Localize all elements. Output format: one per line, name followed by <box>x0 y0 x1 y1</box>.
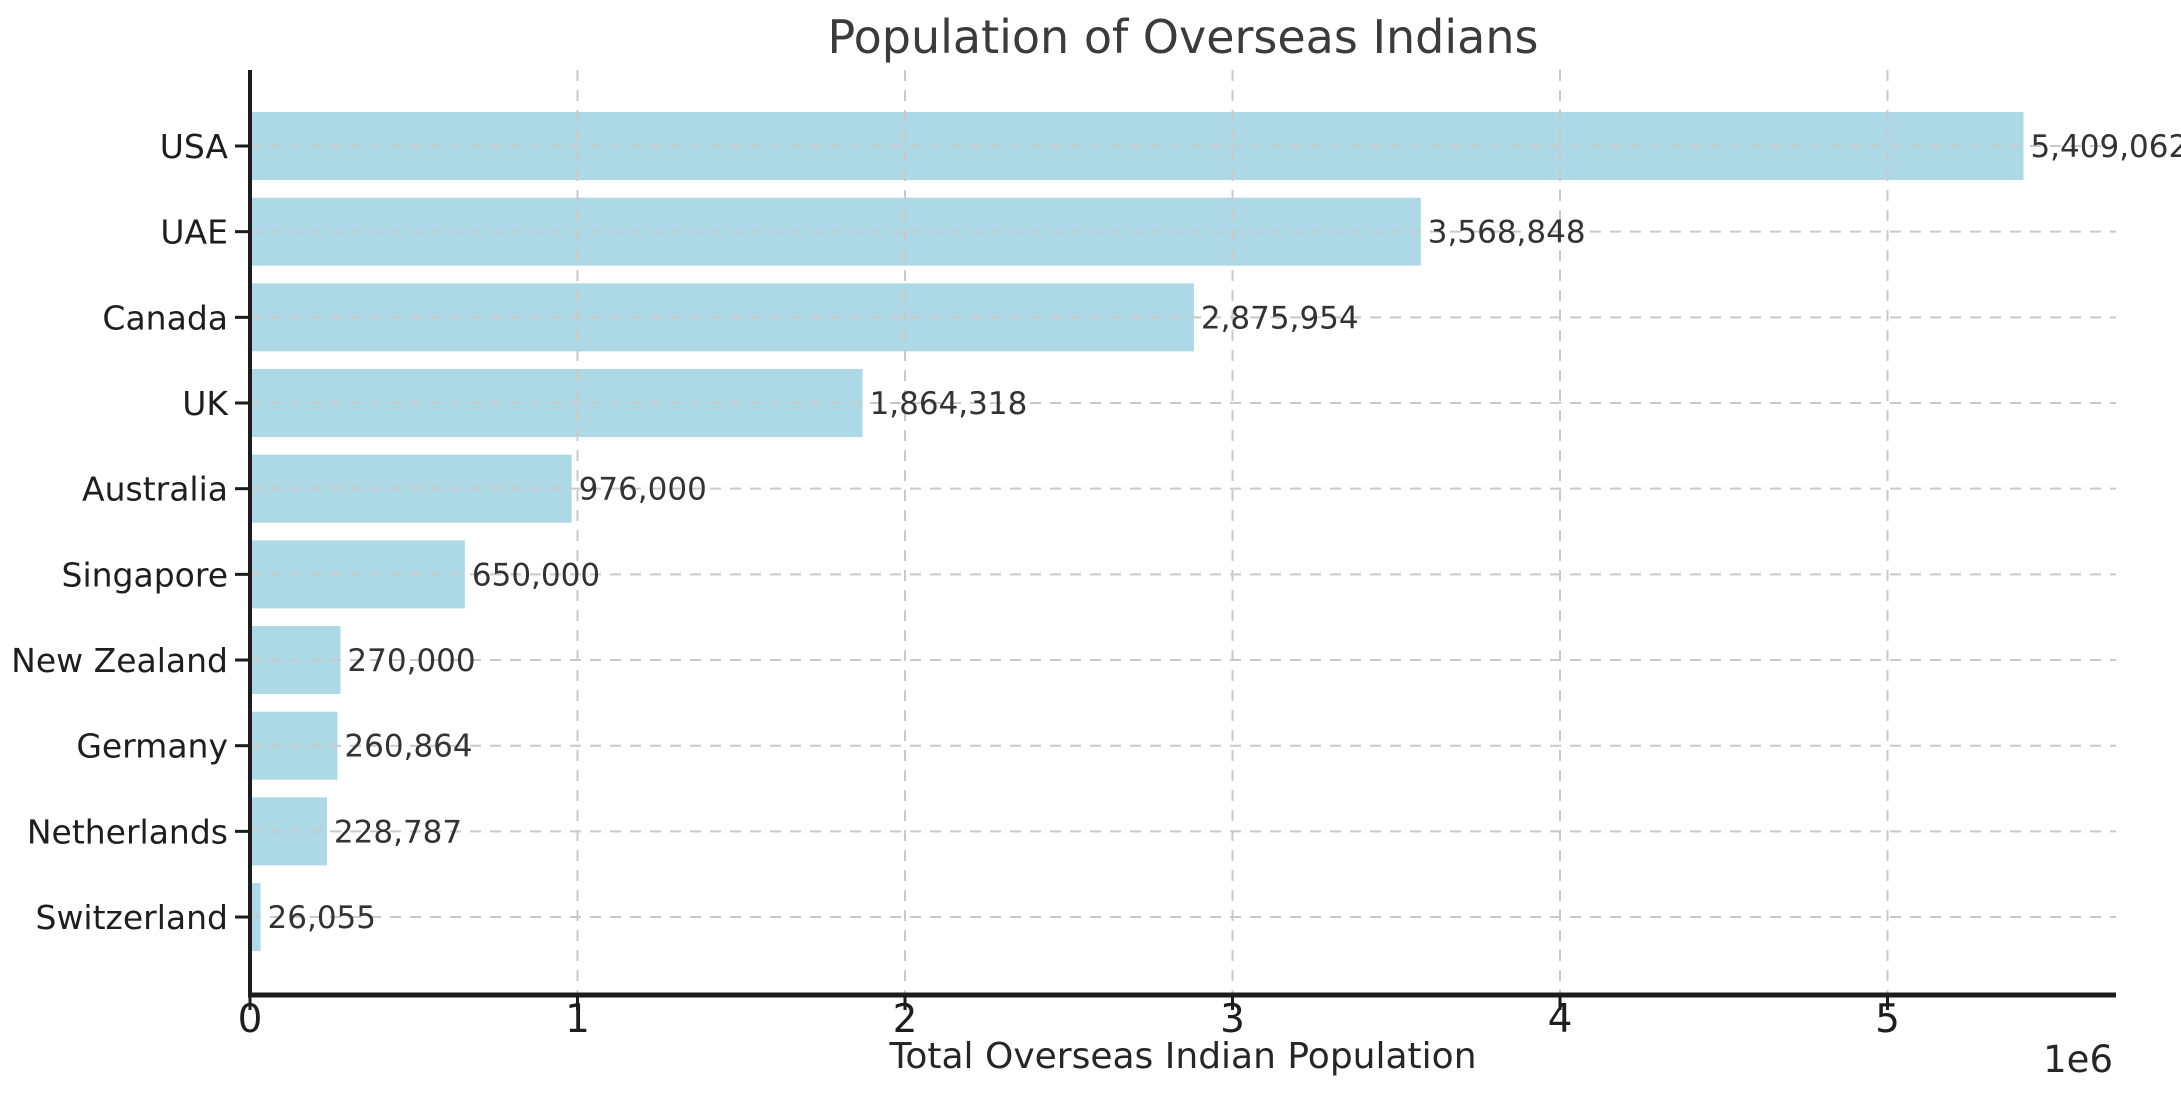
value-label-uk: 1,864,318 <box>870 386 1028 422</box>
y-tick-label-canada: Canada <box>102 298 228 337</box>
y-tick-label-netherlands: Netherlands <box>27 812 228 851</box>
value-label-usa: 5,409,062 <box>2030 129 2181 165</box>
x-tick-label-0: 0 <box>238 997 263 1042</box>
x-axis-label: Total Overseas Indian Population <box>889 1036 1477 1077</box>
x-tick-label-2: 2 <box>893 997 918 1042</box>
chart-title: Population of Overseas Indians <box>827 10 1539 64</box>
x-tick-label-1: 1 <box>565 997 590 1042</box>
value-label-new-zealand: 270,000 <box>347 643 475 679</box>
x-tick-label-5: 5 <box>1875 997 1900 1042</box>
value-label-australia: 976,000 <box>579 472 707 508</box>
y-tick-label-australia: Australia <box>82 470 228 509</box>
value-label-switzerland: 26,055 <box>268 900 376 936</box>
y-tick-label-uae: UAE <box>160 213 228 252</box>
y-tick-label-singapore: Singapore <box>62 555 228 594</box>
x-tick-label-3: 3 <box>1220 997 1245 1042</box>
value-label-singapore: 650,000 <box>472 557 600 593</box>
value-label-germany: 260,864 <box>344 729 472 765</box>
y-tick-label-usa: USA <box>160 127 229 166</box>
y-tick-label-new-zealand: New Zealand <box>11 641 228 680</box>
value-label-canada: 2,875,954 <box>1201 300 1359 336</box>
y-tick-label-uk: UK <box>182 384 229 423</box>
value-label-uae: 3,568,848 <box>1428 215 1586 251</box>
value-label-netherlands: 228,787 <box>334 814 462 850</box>
y-tick-label-switzerland: Switzerland <box>36 898 229 937</box>
x-tick-label-4: 4 <box>1548 997 1573 1042</box>
y-tick-label-germany: Germany <box>76 727 228 766</box>
x-axis-offset-label: 1e6 <box>2043 1038 2113 1081</box>
